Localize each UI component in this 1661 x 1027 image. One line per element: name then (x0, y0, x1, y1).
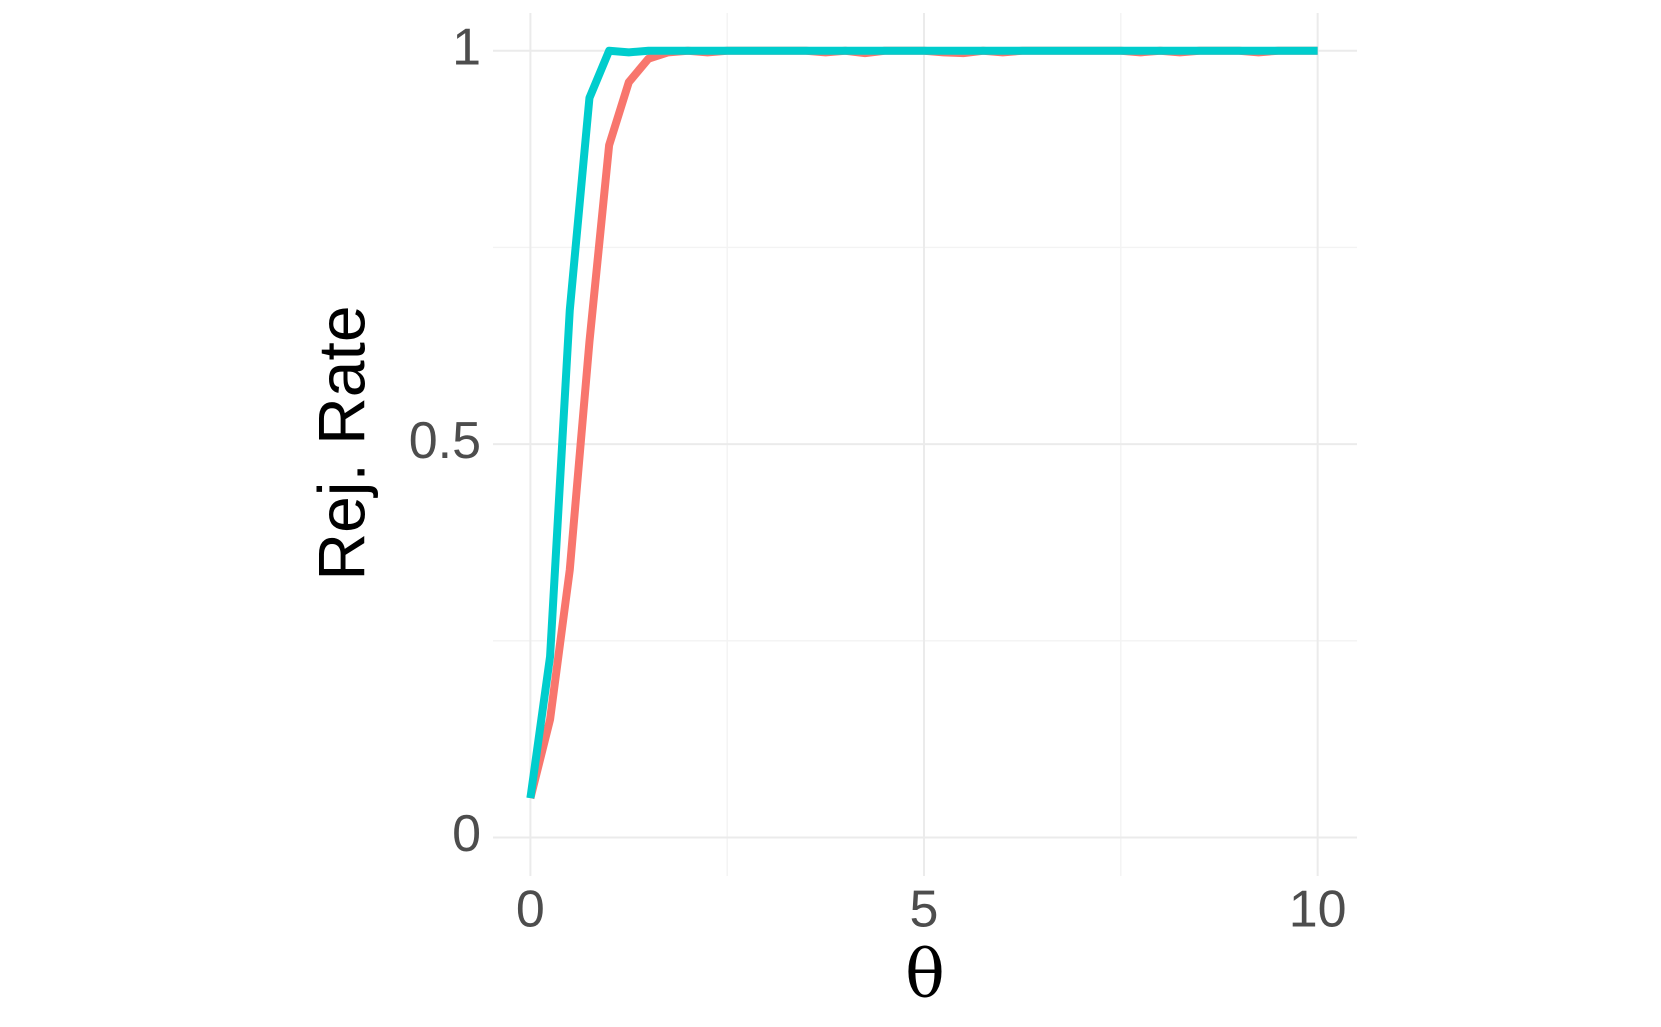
x-axis-title: θ (905, 936, 945, 1013)
y-tick-label: 0.5 (409, 412, 481, 470)
series-line (526, 46, 1318, 799)
x-tick-label: 5 (910, 881, 939, 939)
y-tick-label: 0 (452, 805, 481, 863)
y-tick-label: 1 (452, 18, 481, 76)
x-tick-label: 10 (1289, 881, 1347, 939)
x-tick-label: 0 (516, 881, 545, 939)
y-axis-title: Rej. Rate (304, 305, 378, 580)
